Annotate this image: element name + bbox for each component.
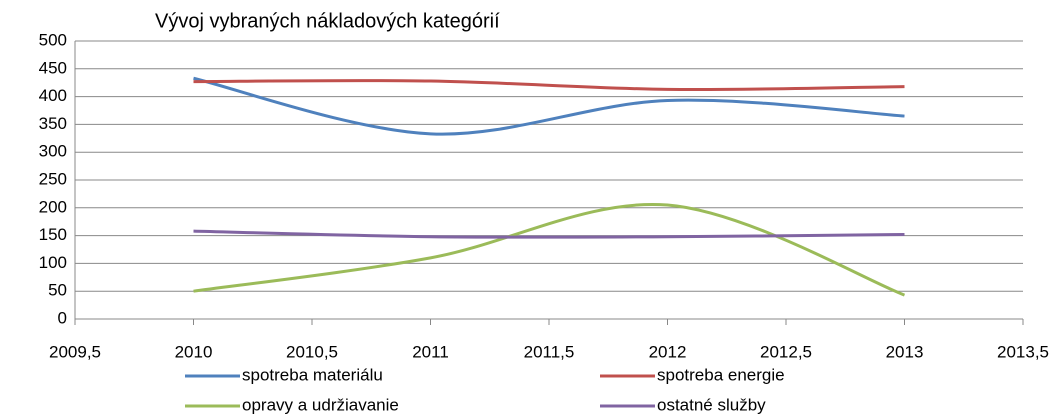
series-line [193, 79, 905, 92]
y-tick-label: 300 [39, 142, 67, 161]
x-tick-label: 2010 [175, 342, 213, 361]
chart-title: Vývoj vybraných nákladových kategórií [155, 10, 500, 32]
series-line [193, 76, 905, 136]
x-tick-label: 2012 [649, 342, 687, 361]
legend-label: spotreba energie [657, 365, 785, 384]
x-tick-label: 2010,5 [286, 342, 338, 361]
y-tick-label: 150 [39, 225, 67, 244]
y-tick-label: 0 [58, 308, 67, 327]
series-line [193, 229, 905, 239]
y-tick-label: 100 [39, 253, 67, 272]
legend-label: spotreba materiálu [242, 365, 383, 384]
y-tick-label: 50 [48, 281, 67, 300]
y-tick-label: 200 [39, 197, 67, 216]
y-tick-label: 350 [39, 114, 67, 133]
x-tick-label: 2011 [412, 342, 449, 361]
x-tick-label: 2012,5 [760, 342, 812, 361]
y-tick-label: 450 [39, 58, 67, 77]
x-tick-label: 2009,5 [49, 342, 101, 361]
x-tick-label: 2013 [886, 342, 924, 361]
x-tick-label: 2011,5 [524, 342, 575, 361]
legend-label: ostatné služby [657, 395, 766, 414]
y-tick-label: 500 [39, 30, 67, 49]
y-tick-label: 250 [39, 169, 67, 188]
series-line [193, 202, 906, 297]
legend-label: opravy a udržiavanie [242, 395, 399, 414]
x-tick-label: 2013,5 [997, 342, 1049, 361]
y-tick-label: 400 [39, 86, 67, 105]
